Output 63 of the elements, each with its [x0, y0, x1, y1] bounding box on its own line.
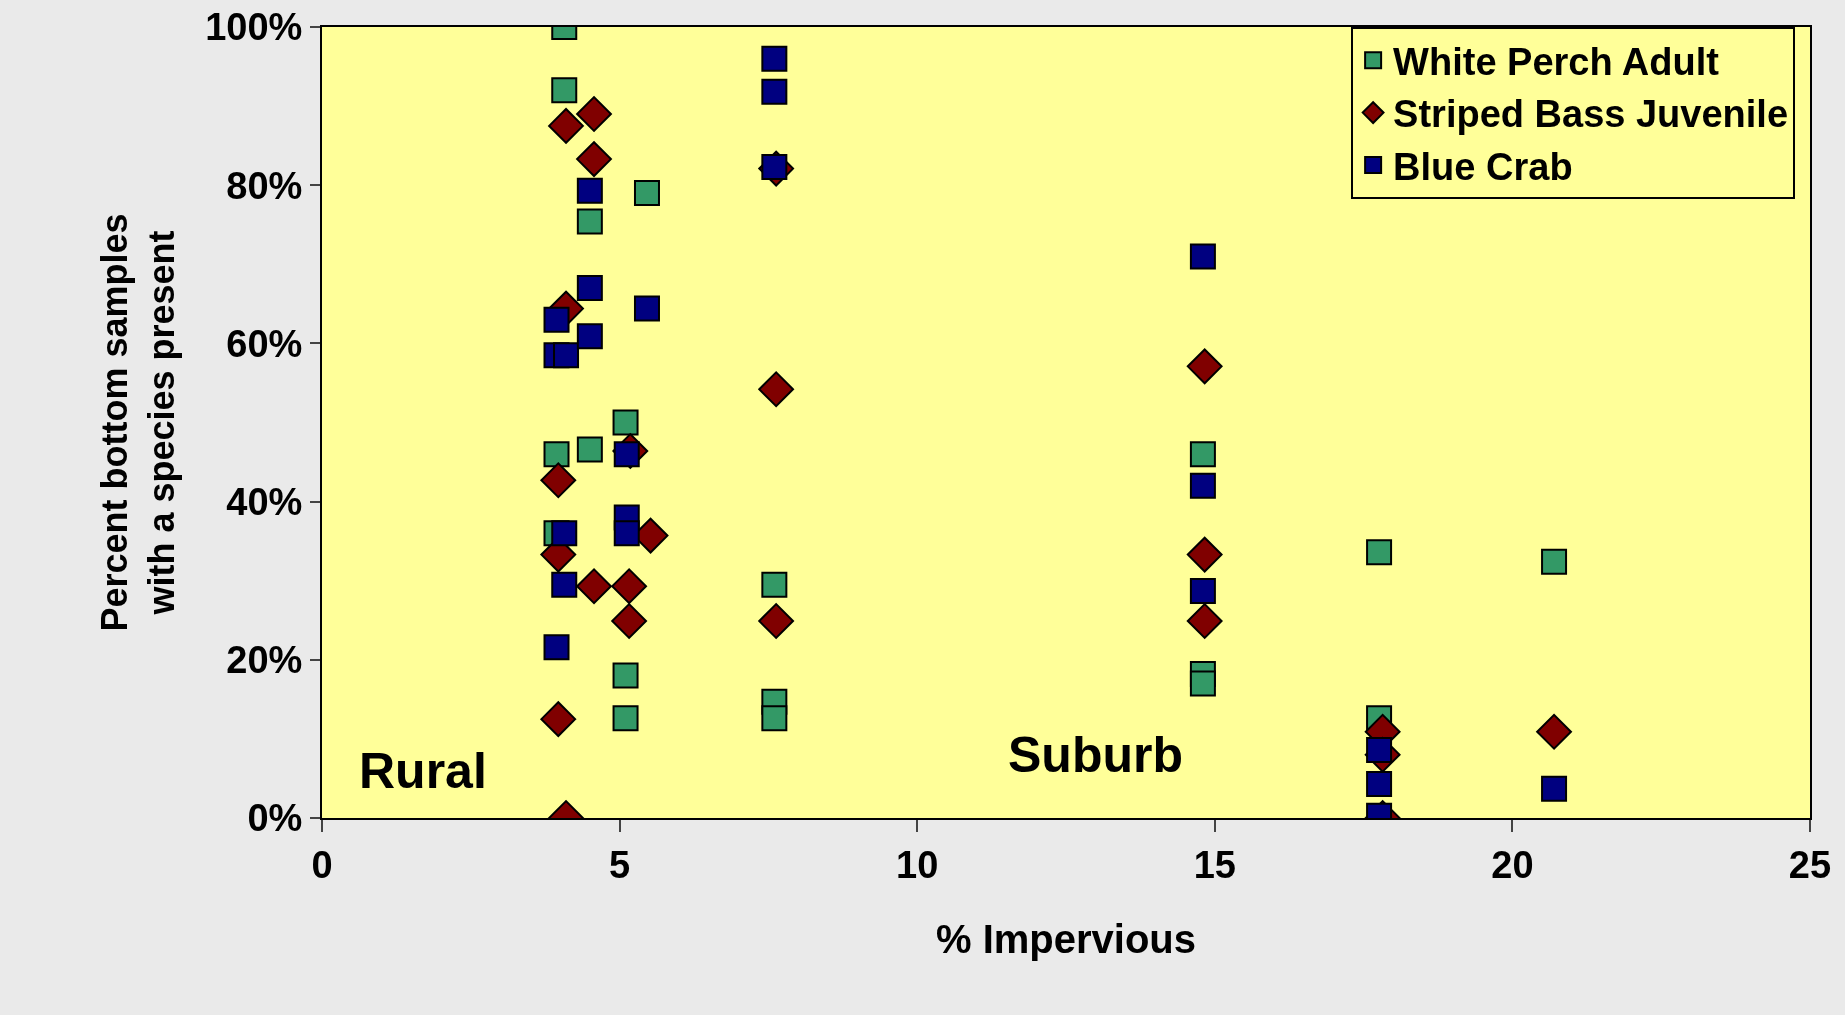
x-tick-label: 5	[609, 843, 631, 886]
point	[576, 208, 603, 235]
point	[543, 634, 570, 661]
point	[576, 568, 612, 605]
point	[553, 342, 580, 369]
point	[1541, 775, 1568, 802]
y-tick-label: 40%	[226, 480, 303, 523]
x-tick-label: 20	[1491, 843, 1534, 886]
point	[543, 441, 570, 468]
point	[1366, 770, 1393, 797]
point	[1189, 472, 1216, 499]
x-tick-label: 0	[311, 843, 333, 886]
y-tick-label: 20%	[226, 639, 303, 682]
point	[551, 77, 578, 104]
point	[612, 662, 639, 689]
legend-label: Striped Bass Juvenile	[1393, 93, 1789, 136]
point	[761, 45, 788, 72]
point	[1186, 603, 1223, 639]
x-axis-title: % Impervious	[935, 916, 1197, 961]
point	[551, 520, 578, 547]
point	[540, 462, 577, 499]
y-tick-label: 100%	[205, 6, 303, 49]
point	[1189, 670, 1216, 697]
y-tick-label: 60%	[226, 322, 303, 365]
point	[1186, 348, 1223, 385]
point	[576, 177, 603, 204]
point	[633, 180, 660, 207]
point	[576, 275, 603, 302]
legend-label: Blue Crab	[1393, 145, 1573, 188]
point	[761, 705, 788, 732]
legend-label: White Perch Adult	[1393, 41, 1720, 84]
point	[576, 96, 612, 132]
annotation: Rural	[359, 743, 487, 799]
point	[613, 520, 640, 547]
x-tick-label: 15	[1193, 843, 1236, 886]
y-axis-title: Percent bottom samples with a species present	[93, 213, 182, 632]
point	[612, 705, 639, 732]
point	[758, 603, 795, 639]
point	[758, 371, 795, 408]
point	[611, 568, 648, 605]
annotation: Suburb	[1008, 727, 1183, 783]
point	[576, 436, 603, 463]
y-tick-label: 80%	[226, 164, 303, 207]
point	[576, 141, 612, 177]
point	[548, 107, 584, 144]
point	[761, 78, 788, 105]
point	[1536, 713, 1572, 750]
point	[1366, 539, 1393, 566]
point	[1189, 577, 1216, 604]
point	[633, 295, 660, 322]
point	[761, 571, 788, 598]
y-tick-label: 0%	[247, 797, 303, 840]
point	[611, 603, 648, 639]
point	[1541, 548, 1568, 575]
point	[551, 571, 578, 598]
point	[1189, 243, 1216, 270]
x-tick-label: 25	[1788, 843, 1832, 886]
point	[1189, 441, 1216, 468]
point	[612, 409, 639, 436]
point	[1186, 536, 1223, 573]
x-tick-label: 10	[896, 843, 939, 886]
point	[540, 701, 577, 738]
point	[576, 323, 603, 350]
